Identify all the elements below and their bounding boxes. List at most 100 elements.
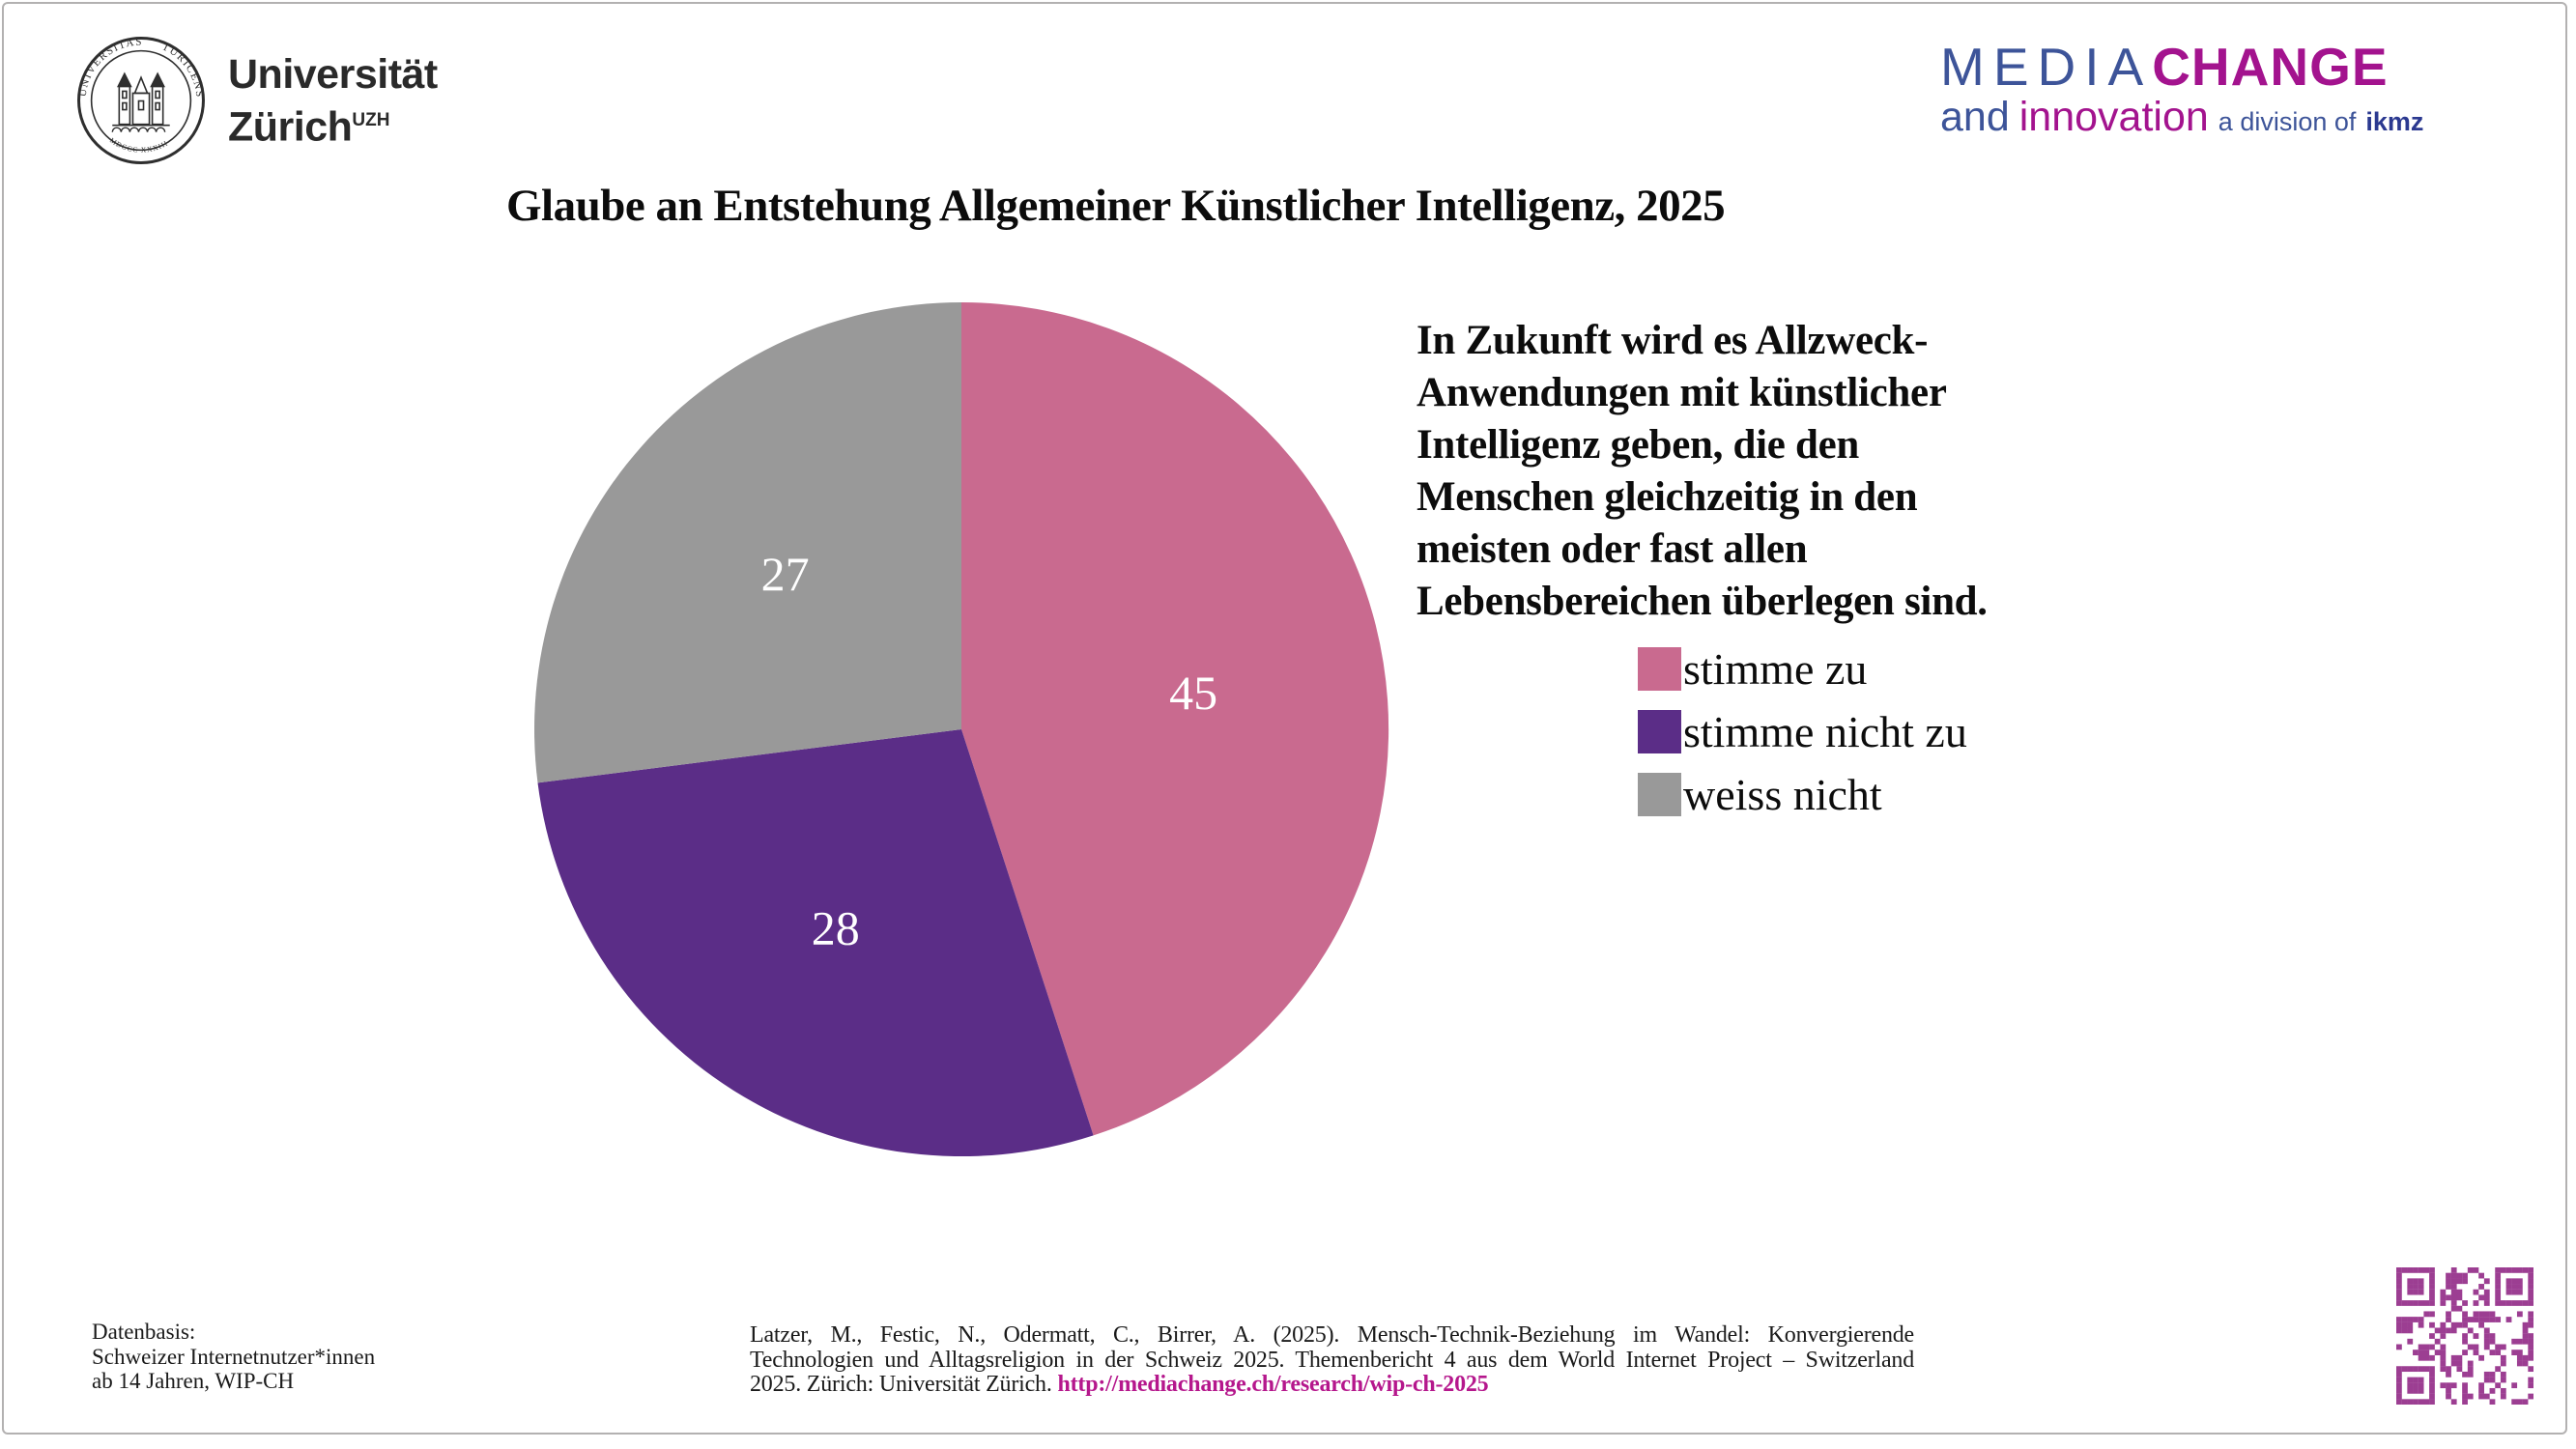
qr-module [2396, 1382, 2402, 1389]
qr-module [2440, 1350, 2447, 1355]
qr-module [2505, 1289, 2512, 1295]
qr-module [2434, 1327, 2441, 1334]
qr-module [2407, 1284, 2414, 1290]
qr-module [2528, 1289, 2533, 1295]
qr-module [2495, 1300, 2502, 1306]
svg-text:MDCCC XXXIII: MDCCC XXXIII [108, 136, 170, 155]
legend-item-weiss-nicht: weiss nicht [1638, 770, 1967, 819]
qr-module [2489, 1399, 2496, 1405]
qr-module [2495, 1294, 2502, 1301]
qr-module [2413, 1350, 2419, 1355]
qr-module [2450, 1305, 2457, 1312]
qr-module [2511, 1338, 2518, 1345]
mediachange-division: a division of [2218, 107, 2357, 136]
question-line: Anwendungen mit künstlicher [1417, 370, 1947, 415]
qr-module [2478, 1284, 2484, 1290]
qr-module [2511, 1399, 2518, 1405]
qr-module [2429, 1354, 2435, 1361]
citation: Latzer, M., Festic, N., Odermatt, C., Bi… [750, 1322, 1914, 1398]
qr-module [2429, 1393, 2435, 1400]
legend-item-stimme-zu: stimme zu [1638, 644, 1967, 694]
data-basis-line2: Schweizer Internetnutzer*innen [92, 1344, 376, 1369]
qr-module [2495, 1344, 2502, 1350]
qr-module [2418, 1278, 2424, 1285]
qr-module [2473, 1300, 2479, 1306]
qr-module [2500, 1377, 2506, 1383]
qr-module [2401, 1300, 2408, 1306]
qr-module [2418, 1377, 2424, 1383]
qr-module [2450, 1272, 2457, 1279]
qr-module [2407, 1338, 2414, 1345]
qr-module [2528, 1366, 2533, 1373]
qr-module [2483, 1338, 2490, 1345]
qr-module [2467, 1327, 2474, 1334]
qr-module [2429, 1289, 2435, 1295]
qr-module [2473, 1333, 2479, 1339]
mediachange-media: MEDIA [1940, 37, 2153, 97]
qr-module [2495, 1278, 2502, 1285]
qr-module [2450, 1289, 2457, 1295]
qr-module [2478, 1354, 2484, 1361]
qr-module [2396, 1272, 2402, 1279]
qr-module [2528, 1393, 2533, 1400]
qr-module [2456, 1289, 2463, 1295]
qr-module [2413, 1267, 2419, 1273]
qr-module [2429, 1321, 2435, 1328]
qr-module [2489, 1317, 2496, 1322]
qr-module [2401, 1321, 2408, 1328]
qr-module [2467, 1371, 2474, 1378]
qr-module [2407, 1399, 2414, 1405]
qr-module [2440, 1344, 2447, 1350]
qr-module [2495, 1289, 2502, 1295]
qr-module [2446, 1317, 2451, 1322]
qr-module [2511, 1300, 2518, 1306]
qr-module [2500, 1300, 2506, 1306]
qr-module [2500, 1393, 2506, 1400]
qr-module [2440, 1360, 2447, 1367]
qr-module [2483, 1311, 2490, 1318]
qr-module [2467, 1344, 2474, 1350]
qr-module [2483, 1327, 2490, 1334]
qr-module [2413, 1377, 2419, 1383]
qr-module [2456, 1360, 2463, 1367]
qr-module [2483, 1393, 2490, 1400]
qr-module [2522, 1354, 2529, 1361]
mediachange-and: and [1940, 94, 2010, 140]
qr-module [2418, 1289, 2424, 1295]
qr-module [2505, 1300, 2512, 1306]
qr-module [2478, 1393, 2484, 1400]
qr-module [2407, 1327, 2414, 1334]
qr-module [2413, 1366, 2419, 1373]
qr-module [2467, 1393, 2474, 1400]
mediachange-innovation: innovation [2018, 94, 2209, 140]
qr-module [2483, 1371, 2490, 1378]
qr-module [2407, 1366, 2414, 1373]
qr-module [2396, 1344, 2402, 1350]
qr-module [2429, 1300, 2435, 1306]
qr-module [2429, 1399, 2435, 1405]
qr-module [2511, 1284, 2518, 1290]
qr-module [2462, 1272, 2468, 1279]
qr-module [2462, 1387, 2468, 1394]
legend-item-stimme-nicht-zu: stimme nicht zu [1638, 707, 1967, 756]
qr-module [2396, 1393, 2402, 1400]
qr-module [2450, 1284, 2457, 1290]
qr-module [2429, 1267, 2435, 1273]
qr-module [2440, 1327, 2447, 1334]
qr-module [2462, 1317, 2468, 1322]
qr-module [2495, 1272, 2502, 1279]
qr-module [2478, 1294, 2484, 1301]
qr-module [2500, 1360, 2506, 1367]
qr-module [2489, 1387, 2496, 1394]
qr-module [2413, 1300, 2419, 1306]
citation-line1: Latzer, M., Festic, N., Odermatt, C., Bi… [750, 1322, 1914, 1348]
qr-module [2522, 1267, 2529, 1273]
legend-swatch-stimme-zu [1638, 647, 1681, 691]
citation-link[interactable]: http://mediachange.ch/research/wip-ch-20… [1057, 1372, 1489, 1397]
qr-module [2511, 1382, 2518, 1389]
qr-module [2418, 1354, 2424, 1361]
question-line: Intelligenz geben, die den [1417, 422, 1860, 468]
qr-module [2429, 1377, 2435, 1383]
qr-module [2462, 1338, 2468, 1345]
qr-module [2456, 1305, 2463, 1312]
